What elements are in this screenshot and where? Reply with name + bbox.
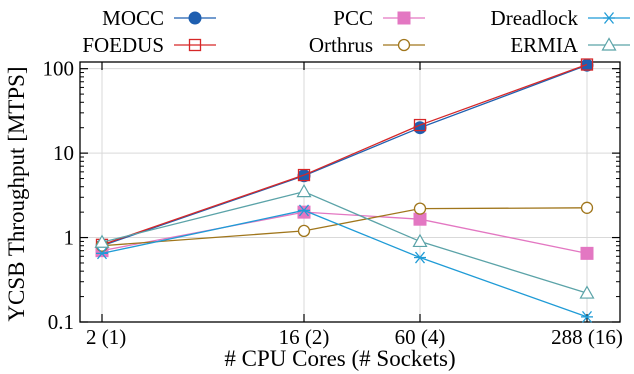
data-point-ermia	[412, 233, 428, 248]
legend-label: MOCC	[102, 6, 164, 30]
data-point-dreadlock	[414, 251, 426, 264]
legend-item-mocc: MOCC	[102, 6, 216, 30]
data-point-foedus	[413, 118, 427, 132]
x-tick-label: 60 (4)	[395, 325, 446, 349]
legend: MOCC FOEDUS PCC Orthrus Dreadlock ERMIA	[82, 6, 630, 57]
data-point-orthrus	[297, 224, 311, 238]
data-point-pcc	[413, 212, 427, 226]
series-line-foedus	[101, 63, 588, 246]
series-line-dreadlock	[101, 209, 588, 318]
x-axis-label: # CPU Cores (# Sockets)	[224, 346, 455, 371]
data-point-dreadlock	[581, 310, 593, 323]
legend-marker	[603, 12, 615, 24]
y-tick-label: 0.1	[48, 310, 74, 334]
y-tick-label: 10	[53, 141, 74, 165]
legend-marker	[188, 38, 202, 52]
series-line-ermia	[101, 190, 588, 294]
plot-frame	[79, 61, 621, 323]
data-point-foedus	[580, 58, 594, 71]
data-point-foedus	[297, 168, 311, 182]
legend-label: Dreadlock	[491, 6, 579, 30]
series-layer	[94, 58, 595, 323]
data-point-dreadlock	[96, 247, 108, 260]
x-tick-label: 2 (1)	[86, 325, 126, 349]
axis-ticks: 0.1 1 10 100 2 (1) 16 (2) 60 (4) 288 (16)	[43, 57, 623, 349]
y-tick-label: 100	[43, 57, 75, 81]
y-axis-label: YCSB Throughput [MTPS]	[4, 66, 29, 321]
legend-label: PCC	[333, 6, 373, 30]
grid-layer	[80, 62, 620, 323]
legend-item-ermia: ERMIA	[510, 33, 630, 57]
legend-label: ERMIA	[510, 33, 579, 57]
legend-marker	[188, 11, 202, 25]
legend-marker	[397, 11, 411, 25]
legend-label: Orthrus	[309, 33, 373, 57]
x-tick-label: 16 (2)	[279, 325, 330, 349]
legend-item-orthrus: Orthrus	[309, 33, 425, 57]
data-point-orthrus	[413, 202, 427, 215]
legend-item-dreadlock: Dreadlock	[491, 6, 630, 30]
legend-marker	[397, 38, 411, 52]
series-ermia	[94, 183, 595, 299]
data-point-orthrus	[580, 201, 594, 214]
series-foedus	[95, 58, 594, 251]
legend-label: FOEDUS	[82, 33, 164, 57]
data-point-dreadlock	[298, 204, 310, 217]
data-point-ermia	[296, 183, 312, 198]
legend-marker	[601, 37, 617, 51]
series-pcc	[95, 205, 594, 260]
data-point-pcc	[580, 246, 594, 260]
x-tick-label: 288 (16)	[551, 325, 623, 349]
series-dreadlock	[96, 204, 593, 323]
data-point-ermia	[579, 285, 595, 299]
series-line-mocc	[101, 64, 588, 247]
series-line-pcc	[101, 211, 588, 254]
y-tick-label: 1	[64, 226, 75, 250]
legend-item-pcc: PCC	[333, 6, 425, 30]
series-line-orthrus	[101, 207, 588, 247]
data-point-ermia	[94, 234, 110, 248]
legend-item-foedus: FOEDUS	[82, 33, 216, 57]
